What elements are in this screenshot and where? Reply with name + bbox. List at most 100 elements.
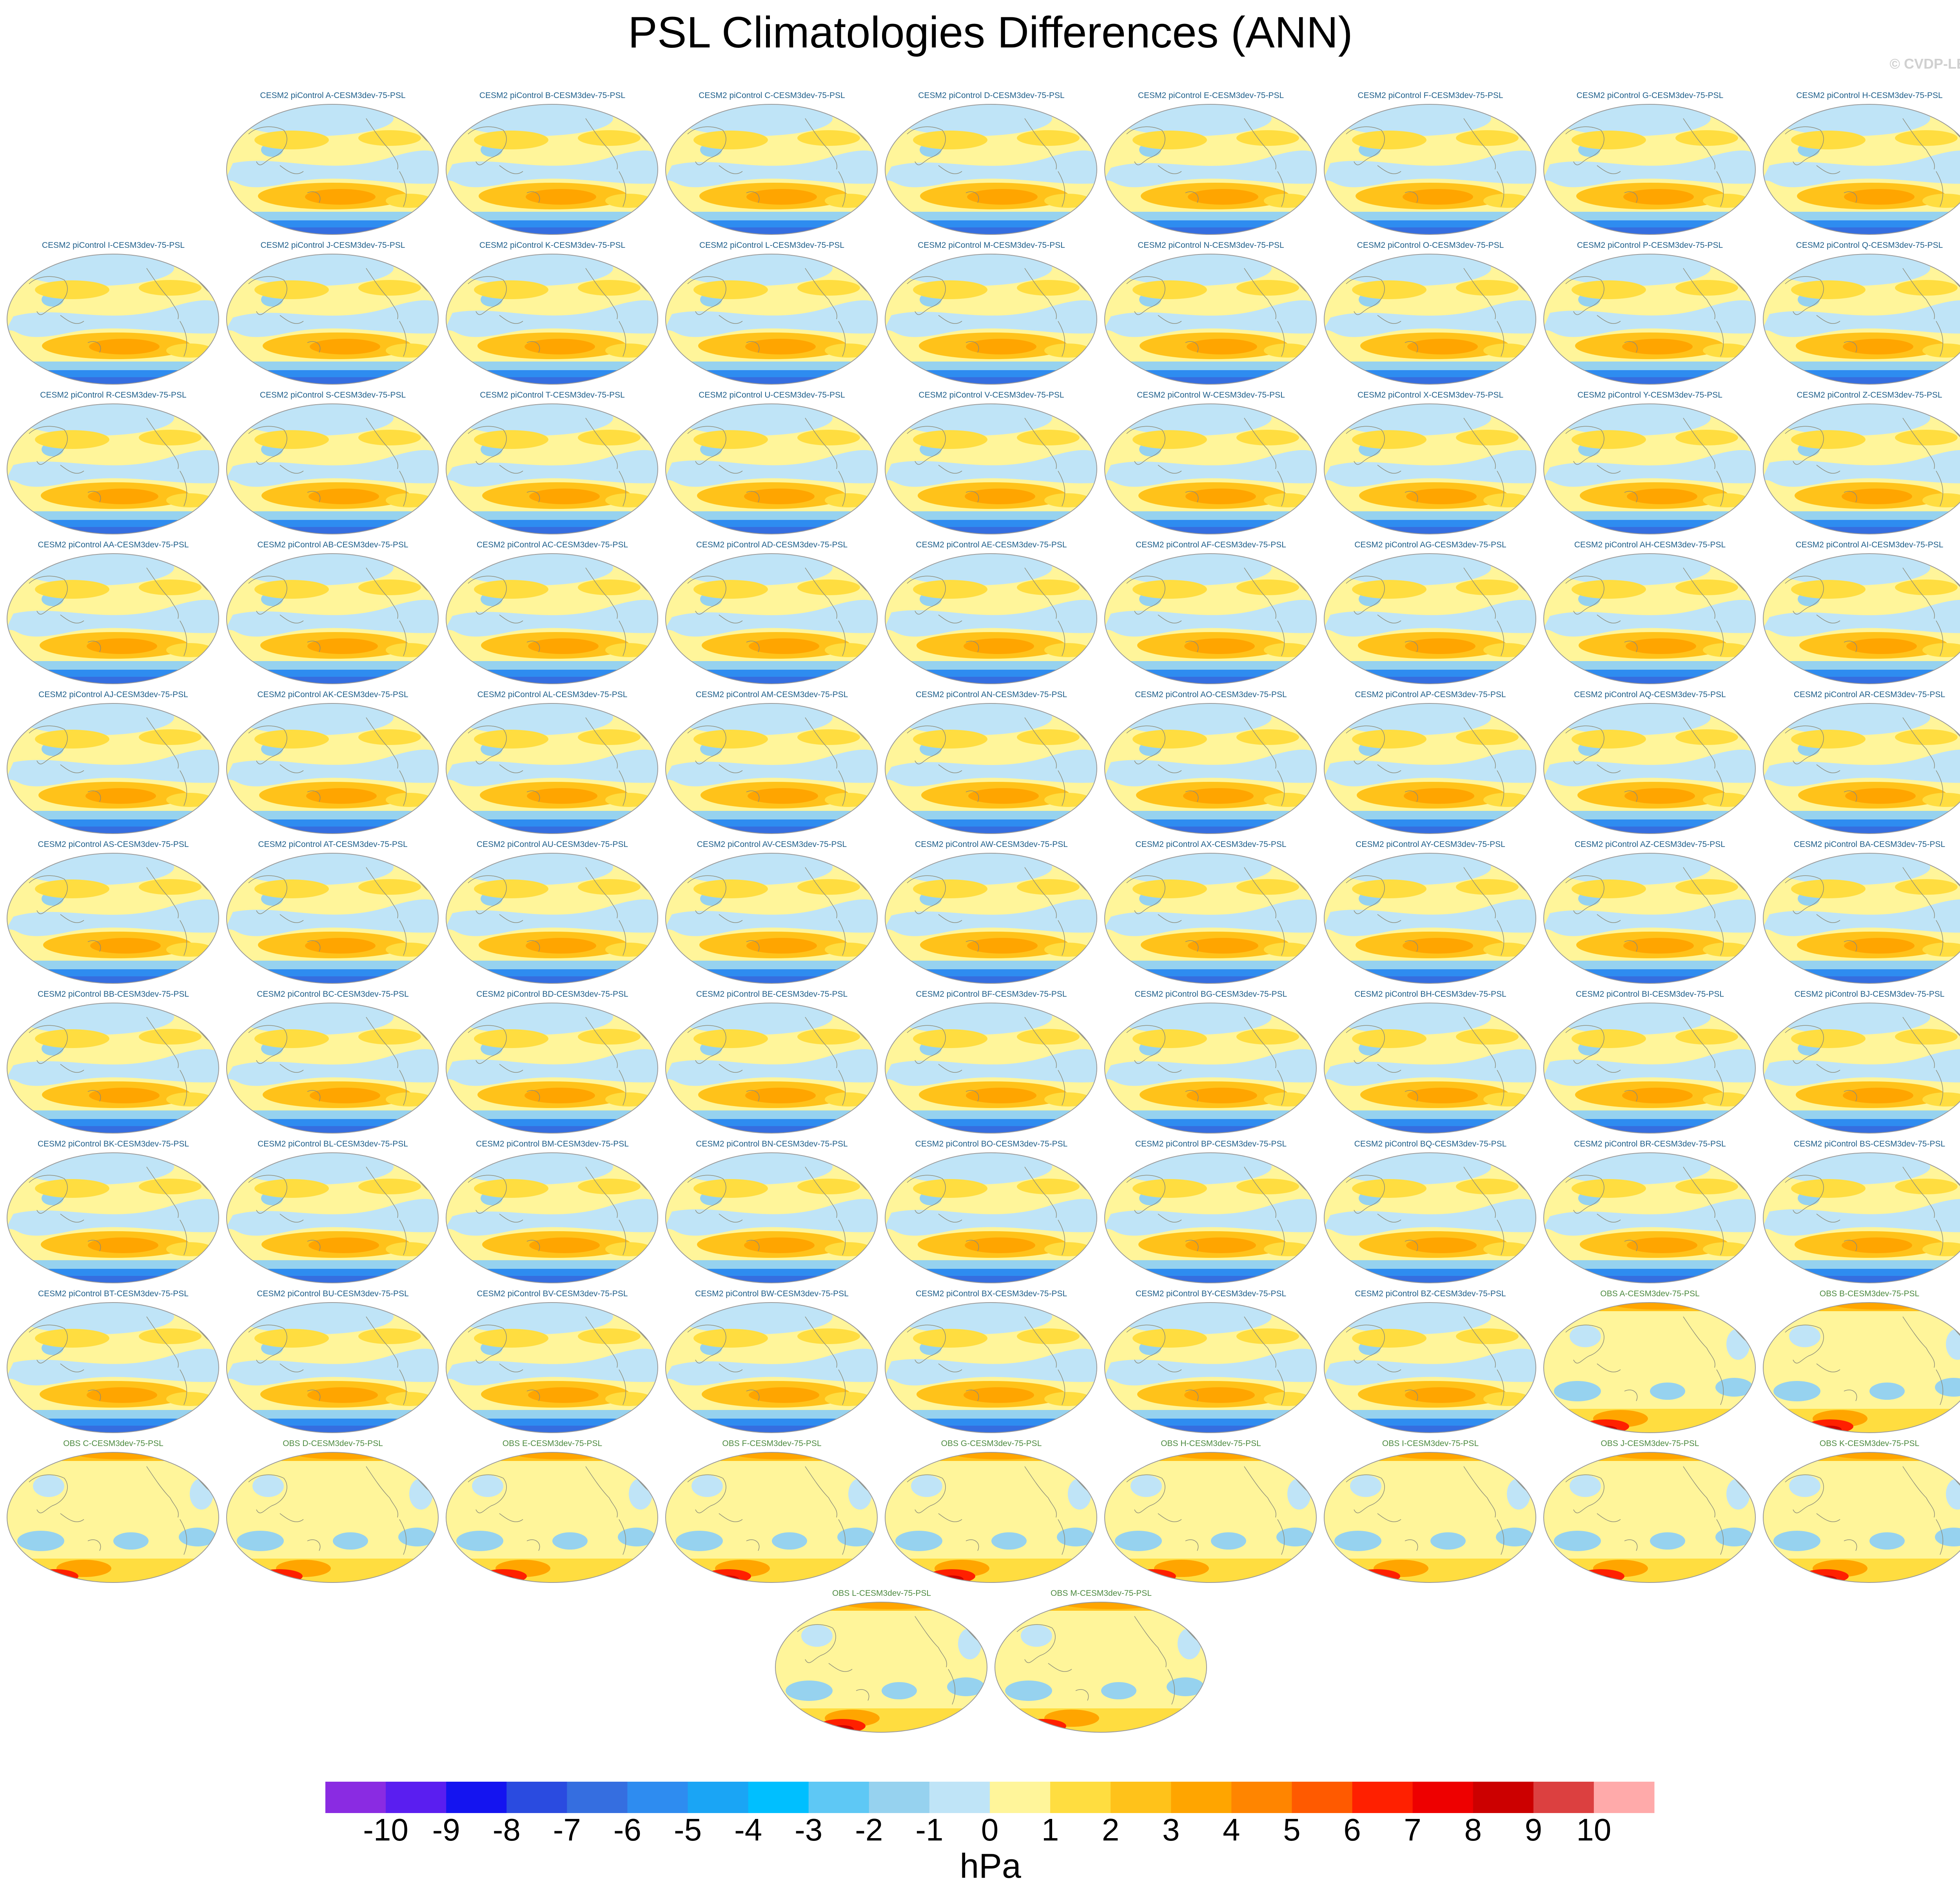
map-panel: OBS I-CESM3dev-75-PSL: [1321, 1438, 1540, 1587]
map-plot: [1543, 1152, 1756, 1283]
panel-title: OBS B-CESM3dev-75-PSL: [1819, 1289, 1920, 1298]
map-panel: CESM2 piControl BY-CESM3dev-75-PSL: [1102, 1288, 1320, 1437]
map-plot: [226, 853, 439, 984]
panel-title: CESM2 piControl R-CESM3dev-75-PSL: [40, 391, 187, 400]
panel-title: CESM2 piControl AD-CESM3dev-75-PSL: [696, 540, 848, 549]
coastlines: [687, 118, 872, 207]
map-plot: [446, 1302, 658, 1433]
map-border: [1763, 403, 1960, 534]
map-border: [1104, 853, 1317, 984]
map-border: [446, 403, 658, 534]
map-border: [1104, 1452, 1317, 1583]
map-plot: [226, 1302, 439, 1433]
map-plot: [1763, 1452, 1960, 1583]
map-panel: CESM2 piControl BZ-CESM3dev-75-PSL: [1321, 1288, 1540, 1437]
panel-title: CESM2 piControl AY-CESM3dev-75-PSL: [1356, 840, 1505, 849]
map-plot: [446, 403, 658, 534]
map-border: [885, 254, 1097, 385]
colorbar-swatch: [1292, 1782, 1353, 1813]
colorbar-tick-label: 8: [1464, 1812, 1482, 1844]
map-border: [1324, 403, 1536, 534]
map-border: [885, 1452, 1097, 1583]
panel-title: CESM2 piControl U-CESM3dev-75-PSL: [699, 391, 845, 400]
panel-title: CESM2 piControl BE-CESM3dev-75-PSL: [696, 990, 848, 999]
map-plot: [1763, 1152, 1960, 1283]
map-border: [7, 1452, 219, 1583]
map-plot: [995, 1602, 1207, 1733]
panel-title: CESM2 piControl BF-CESM3dev-75-PSL: [916, 990, 1067, 999]
map-panel: CESM2 piControl AC-CESM3dev-75-PSL: [443, 540, 662, 689]
panel-title: OBS K-CESM3dev-75-PSL: [1819, 1439, 1920, 1448]
panel-title: OBS E-CESM3dev-75-PSL: [502, 1439, 603, 1448]
map-panel: CESM2 piControl AA-CESM3dev-75-PSL: [4, 540, 223, 689]
panel-title: CESM2 piControl AX-CESM3dev-75-PSL: [1135, 840, 1287, 849]
colorbar-swatch: [325, 1782, 386, 1813]
panel-title: CESM2 piControl AE-CESM3dev-75-PSL: [916, 540, 1067, 549]
map-border: [226, 1152, 439, 1283]
colorbar-tick-label: 9: [1525, 1812, 1543, 1844]
map-panel: OBS L-CESM3dev-75-PSL: [772, 1588, 991, 1737]
map-plot: [226, 703, 439, 834]
map-border: [7, 1152, 219, 1283]
map-border: [1763, 853, 1960, 984]
map-panel: CESM2 piControl BX-CESM3dev-75-PSL: [882, 1288, 1101, 1437]
map-border: [7, 254, 219, 385]
map-border: [995, 1602, 1207, 1733]
map-panel: OBS F-CESM3dev-75-PSL: [662, 1438, 881, 1587]
colorbar-swatch: [748, 1782, 809, 1813]
map-border: [885, 403, 1097, 534]
map-border: [1543, 853, 1756, 984]
panel-title: CESM2 piControl BM-CESM3dev-75-PSL: [476, 1139, 629, 1148]
panel-title: CESM2 piControl W-CESM3dev-75-PSL: [1137, 391, 1285, 400]
map-border: [446, 254, 658, 385]
map-border: [1324, 1003, 1536, 1134]
colorbar-swatch: [386, 1782, 446, 1813]
panel-title: CESM2 piControl AO-CESM3dev-75-PSL: [1135, 690, 1287, 699]
map-border: [1324, 703, 1536, 834]
page-title: PSL Climatologies Differences (ANN): [628, 8, 1353, 57]
panel-title: CESM2 piControl AH-CESM3dev-75-PSL: [1574, 540, 1726, 549]
panel-title: CESM2 piControl AN-CESM3dev-75-PSL: [915, 690, 1067, 699]
map-border: [885, 104, 1097, 235]
colorbar-tick-label: -3: [795, 1812, 822, 1844]
map-border: [446, 1003, 658, 1134]
panel-title: OBS J-CESM3dev-75-PSL: [1601, 1439, 1699, 1448]
map-panel: CESM2 piControl BW-CESM3dev-75-PSL: [662, 1288, 881, 1437]
panel-title: OBS F-CESM3dev-75-PSL: [722, 1439, 822, 1448]
map-panel: OBS G-CESM3dev-75-PSL: [882, 1438, 1101, 1587]
map-panel: CESM2 piControl E-CESM3dev-75-PSL: [1102, 90, 1320, 239]
map-border: [7, 1003, 219, 1134]
map-plot: [1104, 1452, 1317, 1583]
map-panel: CESM2 piControl BR-CESM3dev-75-PSL: [1541, 1139, 1759, 1288]
panel-title: OBS L-CESM3dev-75-PSL: [832, 1589, 931, 1598]
map-border: [1543, 104, 1756, 235]
map-panel: CESM2 piControl U-CESM3dev-75-PSL: [662, 390, 881, 539]
map-border: [665, 1302, 878, 1433]
map-plot: [446, 254, 658, 385]
panel-title: CESM2 piControl AZ-CESM3dev-75-PSL: [1575, 840, 1725, 849]
map-panel: CESM2 piControl AN-CESM3dev-75-PSL: [882, 689, 1101, 838]
panel-title: CESM2 piControl X-CESM3dev-75-PSL: [1357, 391, 1504, 400]
map-border: [446, 1452, 658, 1583]
map-plot: [226, 1152, 439, 1283]
map-panel: CESM2 piControl AU-CESM3dev-75-PSL: [443, 839, 662, 988]
map-plot: [1763, 104, 1960, 235]
map-border: [1324, 254, 1536, 385]
panel-title: CESM2 piControl BJ-CESM3dev-75-PSL: [1794, 990, 1945, 999]
map-plot: [1763, 1003, 1960, 1134]
coastlines: [907, 567, 1092, 656]
map-plot: [885, 254, 1097, 385]
colorbar-swatch: [808, 1782, 869, 1813]
map-border: [1104, 703, 1317, 834]
panel-title: CESM2 piControl D-CESM3dev-75-PSL: [918, 91, 1065, 100]
map-plot: [1763, 1302, 1960, 1433]
map-plot: [226, 1452, 439, 1583]
map-border: [446, 553, 658, 684]
map-plot: [885, 853, 1097, 984]
panel-title: OBS M-CESM3dev-75-PSL: [1051, 1589, 1152, 1598]
coastlines: [1126, 418, 1311, 507]
map-panel: CESM2 piControl AX-CESM3dev-75-PSL: [1102, 839, 1320, 988]
watermark: © CVDP-LE: [1889, 56, 1960, 72]
panel-title: CESM2 piControl P-CESM3dev-75-PSL: [1577, 241, 1723, 250]
